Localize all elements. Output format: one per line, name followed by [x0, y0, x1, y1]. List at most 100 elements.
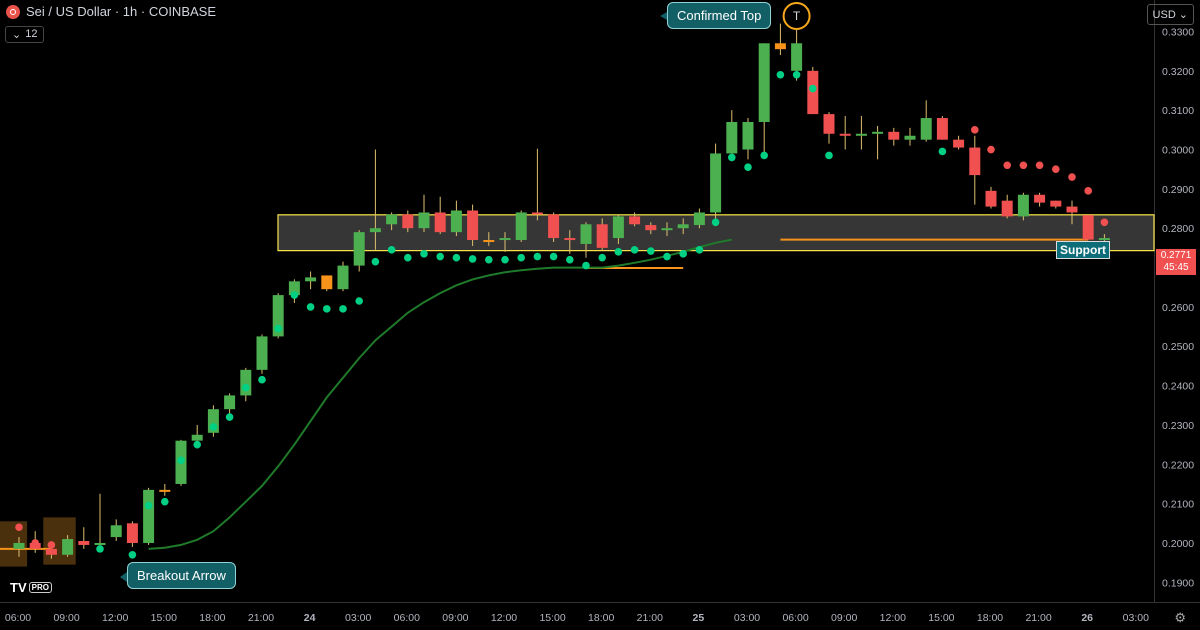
price-tick-label: 0.1900	[1162, 577, 1194, 589]
candle-body	[969, 147, 981, 176]
candle-body	[418, 212, 430, 229]
time-tick-label: 09:00	[442, 612, 468, 624]
trend-dot	[225, 413, 234, 421]
trend-dot	[323, 305, 331, 313]
trend-dot	[792, 70, 801, 79]
time-tick-label: 24	[304, 612, 316, 624]
candle-countdown: 45:45	[1163, 262, 1189, 273]
time-tick-label: 03:00	[345, 612, 371, 624]
price-tick-label: 0.3200	[1162, 66, 1194, 78]
interval-value: 12	[25, 28, 38, 40]
time-tick-label: 03:00	[734, 612, 760, 624]
candle-body	[402, 214, 414, 229]
candle-body	[224, 395, 236, 410]
trend-dot	[825, 151, 833, 160]
trend-dot	[468, 255, 477, 263]
trend-dot	[582, 261, 590, 270]
symbol-title[interactable]: Sei / US Dollar · 1h · COINBASE	[26, 4, 216, 19]
trend-dot	[1052, 165, 1060, 173]
candle-body	[110, 525, 122, 538]
chevron-down-icon: ⌄	[1178, 9, 1188, 21]
price-tick-label: 0.3300	[1162, 26, 1194, 38]
trend-dot	[1100, 218, 1109, 227]
candle-body	[369, 228, 381, 233]
breakout-arrow-label: Breakout Arrow	[137, 568, 226, 583]
candle-body	[693, 212, 705, 226]
trend-dot	[728, 153, 736, 162]
trend-dot	[549, 252, 558, 261]
trend-dot	[598, 253, 606, 262]
currency-selector[interactable]: USD ⌄	[1146, 4, 1194, 25]
trend-dot	[517, 253, 525, 262]
trend-dot	[809, 84, 817, 93]
time-tick-label: 18:00	[977, 612, 1003, 624]
candle-body	[94, 542, 106, 545]
price-tick-label: 0.3100	[1162, 105, 1194, 117]
trend-dot	[776, 70, 785, 79]
candle-body	[353, 232, 365, 266]
trend-dot	[128, 550, 137, 559]
candle-body	[758, 43, 770, 122]
candle-body	[548, 214, 560, 239]
interval-badge[interactable]: ⌄ 12	[5, 26, 45, 43]
pro-badge: PRO	[28, 582, 52, 593]
time-tick-label: 15:00	[928, 612, 954, 624]
trend-dot	[679, 249, 687, 258]
candle-body	[564, 238, 576, 241]
candle-body	[742, 121, 754, 150]
trend-dot	[1035, 161, 1044, 170]
price-tick-label: 0.2400	[1162, 381, 1194, 393]
candle-body	[596, 224, 608, 248]
candle-body	[126, 523, 138, 543]
candle-body	[677, 224, 689, 229]
candle-body	[839, 133, 851, 136]
time-tick-label: 06:00	[394, 612, 420, 624]
price-tick-label: 0.2900	[1162, 184, 1194, 196]
candle-body	[1001, 200, 1013, 217]
candle-body	[450, 210, 462, 233]
trend-dot	[1068, 173, 1076, 181]
time-tick-label: 15:00	[539, 612, 565, 624]
trend-dot	[436, 252, 445, 261]
trend-dot	[566, 255, 574, 264]
candle-body	[1082, 215, 1094, 240]
candle-body	[791, 43, 803, 71]
candle-body	[515, 212, 527, 241]
time-tick-label: 06:00	[782, 612, 808, 624]
candle-body	[807, 70, 819, 115]
trend-dot	[306, 303, 315, 311]
gear-icon[interactable]: ⚙	[1174, 610, 1186, 625]
trend-dot	[1084, 187, 1092, 195]
trend-dot	[387, 246, 396, 254]
trend-dot	[987, 145, 995, 154]
candle-body	[580, 224, 592, 244]
candle-body	[45, 548, 57, 555]
candle-body	[467, 210, 479, 241]
support-label: Support	[1056, 241, 1110, 259]
trend-dot	[258, 375, 266, 384]
time-tick-label: 21:00	[248, 612, 274, 624]
trend-dot	[96, 545, 104, 553]
trend-dot	[290, 291, 299, 299]
candle-body	[1034, 194, 1046, 203]
confirmed-top-callout: Confirmed Top	[667, 2, 772, 29]
top-marker-circle	[782, 2, 811, 30]
candle-body	[13, 542, 25, 549]
candle-body	[337, 265, 349, 290]
trend-dot	[971, 126, 979, 134]
candle-body	[1050, 200, 1062, 207]
candle-body	[710, 153, 722, 213]
price-tick-label: 0.2600	[1162, 302, 1194, 314]
trend-dot	[711, 218, 720, 227]
trend-dot	[355, 297, 364, 305]
price-tick-label: 0.2300	[1162, 420, 1194, 432]
candle-body	[1098, 238, 1110, 241]
candle-body	[191, 434, 203, 441]
tradingview-logo: TV PRO	[10, 580, 52, 595]
time-tick-label: 26	[1081, 612, 1093, 624]
currency-label: USD	[1152, 8, 1176, 21]
candle-body	[159, 489, 171, 492]
trend-dot	[663, 252, 671, 261]
candle-body	[207, 409, 219, 433]
